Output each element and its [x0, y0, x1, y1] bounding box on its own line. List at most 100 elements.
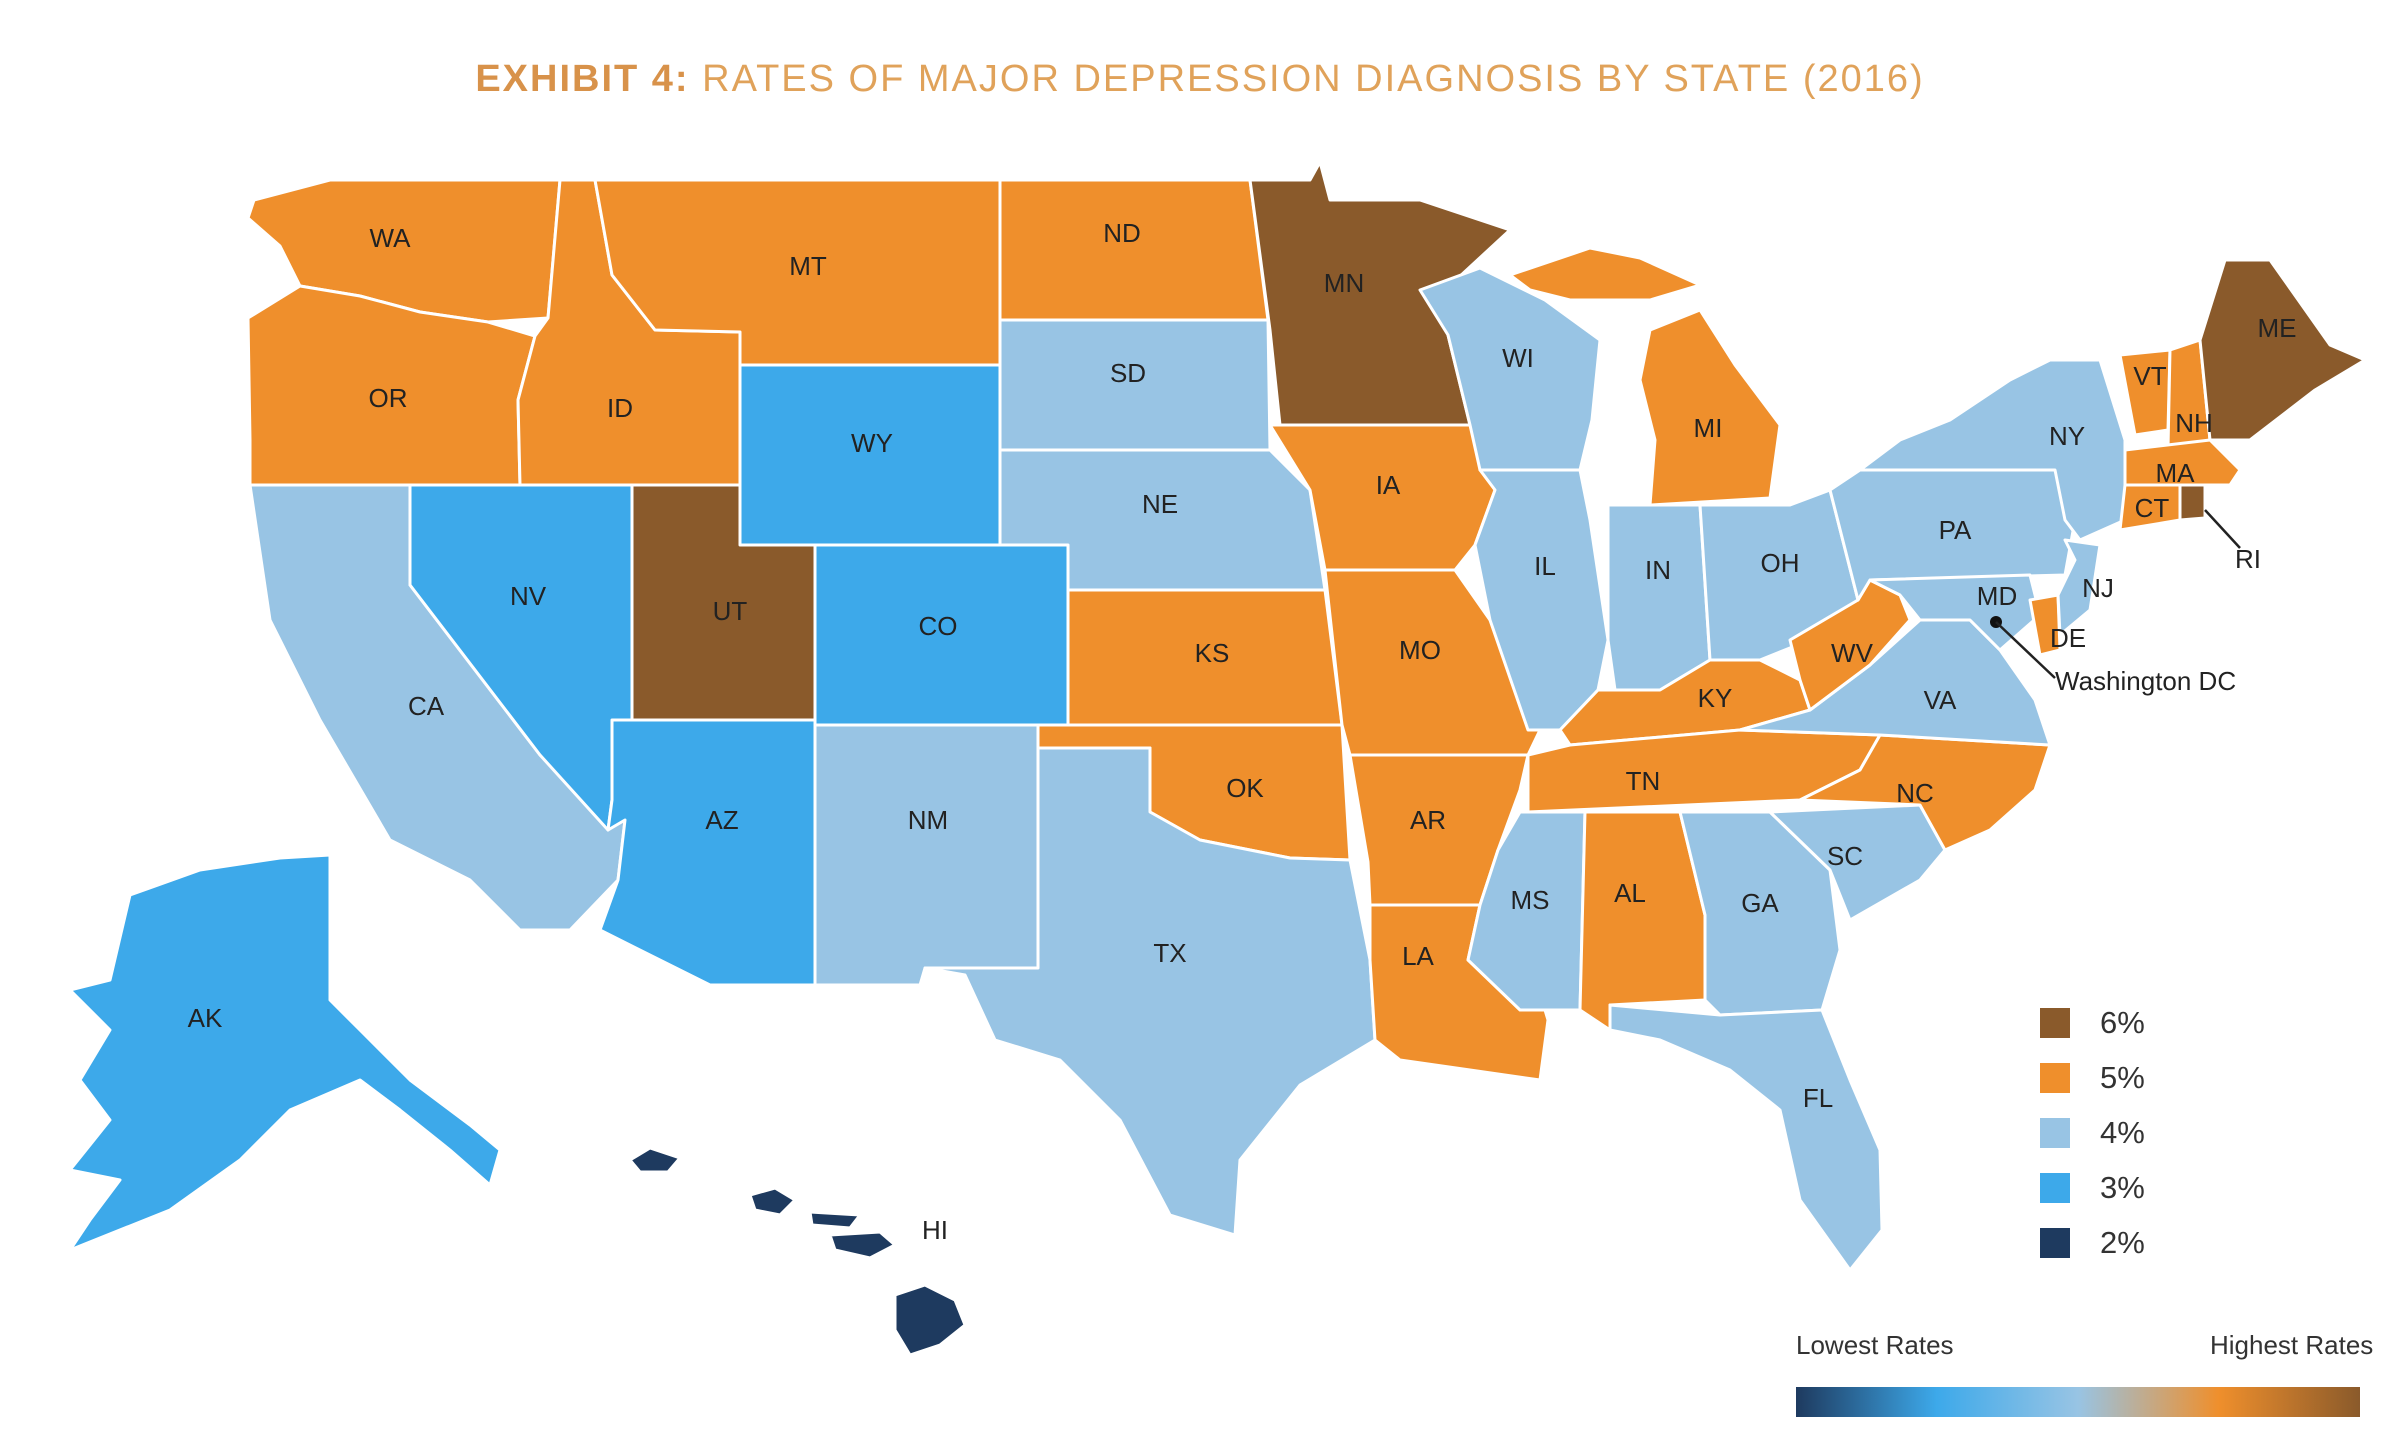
label-ut: UT [713, 596, 748, 626]
label-nc: NC [1896, 778, 1934, 808]
label-wy: WY [851, 428, 893, 458]
label-al: AL [1614, 878, 1646, 908]
label-hi: HI [922, 1215, 948, 1245]
label-il: IL [1534, 551, 1556, 581]
state-al[interactable] [1578, 810, 1707, 1032]
label-vt: VT [2133, 361, 2166, 391]
label-ak: AK [188, 1003, 223, 1033]
label-ma: MA [2156, 458, 2196, 488]
label-ca: CA [408, 691, 445, 721]
state-hi-molokai[interactable] [808, 1210, 862, 1230]
label-wv: WV [1831, 638, 1874, 668]
label-tn: TN [1626, 766, 1661, 796]
title-text: RATES OF MAJOR DEPRESSION DIAGNOSIS BY S… [702, 58, 1925, 100]
state-wi[interactable] [1418, 266, 1602, 472]
label-ks: KS [1195, 638, 1230, 668]
label-nd: ND [1103, 218, 1141, 248]
legend-swatch [2040, 1227, 2070, 1258]
state-labels: WA OR CA NV ID MT WY UT AZ CO NM ND SD N… [188, 218, 2297, 1245]
state-tx[interactable] [923, 746, 1377, 1237]
label-ar: AR [1410, 805, 1446, 835]
label-co: CO [919, 611, 958, 641]
legend: 6% 5% 4% 3% 2% [2040, 995, 2145, 1270]
label-ny: NY [2049, 421, 2085, 451]
legend-label: 3% [2100, 1169, 2145, 1205]
state-in[interactable] [1606, 503, 1712, 692]
label-or: OR [369, 383, 408, 413]
label-de: DE [2050, 623, 2086, 653]
state-mi[interactable] [1508, 246, 1782, 507]
state-nd[interactable] [998, 178, 1270, 322]
state-md[interactable] [1868, 573, 2042, 652]
label-pa: PA [1939, 515, 1972, 545]
state-ri[interactable] [2178, 483, 2207, 522]
legend-item: 6% [2040, 995, 2145, 1050]
ri-leader-line [2204, 509, 2241, 549]
label-ct: CT [2135, 493, 2170, 523]
label-az: AZ [705, 805, 738, 835]
legend-label: 2% [2100, 1224, 2145, 1260]
label-ky: KY [1698, 683, 1733, 713]
state-ma[interactable] [2123, 438, 2242, 487]
label-ne: NE [1142, 489, 1178, 519]
label-ok: OK [1226, 773, 1264, 803]
legend-item: 2% [2040, 1215, 2145, 1270]
label-oh: OH [1761, 548, 1800, 578]
label-wi: WI [1502, 343, 1534, 373]
label-in: IN [1645, 555, 1671, 585]
label-mo: MO [1399, 635, 1441, 665]
label-va: VA [1924, 685, 1957, 715]
label-washington-dc: Washington DC [2055, 666, 2236, 696]
callouts: RI Washington DC [1990, 509, 2261, 696]
label-mn: MN [1324, 268, 1364, 298]
label-id: ID [607, 393, 633, 423]
state-ak[interactable] [68, 853, 502, 1252]
title-lead: EXHIBIT 4: [475, 58, 690, 100]
label-ms: MS [1511, 885, 1550, 915]
gradient-scale-bar [1796, 1387, 2360, 1417]
legend-swatch [2040, 1172, 2070, 1203]
state-nc[interactable] [1798, 733, 2052, 852]
state-fl[interactable] [1608, 1003, 1884, 1272]
label-ia: IA [1376, 470, 1401, 500]
legend-item: 4% [2040, 1105, 2145, 1160]
state-hi-oahu[interactable] [628, 1146, 682, 1174]
state-nm[interactable] [813, 723, 1040, 987]
state-nj[interactable] [2056, 538, 2102, 637]
legend-swatch [2040, 1007, 2070, 1038]
label-me: ME [2258, 313, 2297, 343]
label-mt: MT [789, 251, 827, 281]
label-nj: NJ [2082, 573, 2114, 603]
legend-swatch [2040, 1062, 2070, 1093]
label-nm: NM [908, 805, 948, 835]
legend-swatch [2040, 1117, 2070, 1148]
label-tx: TX [1153, 938, 1186, 968]
legend-label: 4% [2100, 1114, 2145, 1150]
scale-high-label: Highest Rates [2210, 1330, 2374, 1360]
legend-item: 3% [2040, 1160, 2145, 1215]
map-title: EXHIBIT 4: RATES OF MAJOR DEPRESSION DIA… [0, 58, 2400, 101]
label-nh: NH [2175, 408, 2213, 438]
label-ri: RI [2235, 544, 2261, 574]
state-mn[interactable] [1248, 160, 1512, 427]
state-hi-big-island[interactable] [893, 1283, 967, 1357]
legend-item: 5% [2040, 1050, 2145, 1105]
legend-label: 6% [2100, 1004, 2145, 1040]
state-hi-maui[interactable] [748, 1186, 797, 1217]
label-nv: NV [510, 581, 547, 611]
state-me[interactable] [2198, 258, 2367, 442]
legend-label: 5% [2100, 1059, 2145, 1095]
label-fl: FL [1803, 1083, 1833, 1113]
state-az[interactable] [598, 718, 817, 987]
label-md: MD [1977, 581, 2017, 611]
state-hi-lanai[interactable] [828, 1230, 897, 1260]
label-sd: SD [1110, 358, 1146, 388]
label-mi: MI [1694, 413, 1723, 443]
label-la: LA [1402, 941, 1434, 971]
label-ga: GA [1741, 888, 1779, 918]
state-ny[interactable] [1858, 358, 2127, 542]
label-wa: WA [370, 223, 412, 253]
label-sc: SC [1827, 841, 1863, 871]
state-de[interactable] [2028, 593, 2062, 657]
